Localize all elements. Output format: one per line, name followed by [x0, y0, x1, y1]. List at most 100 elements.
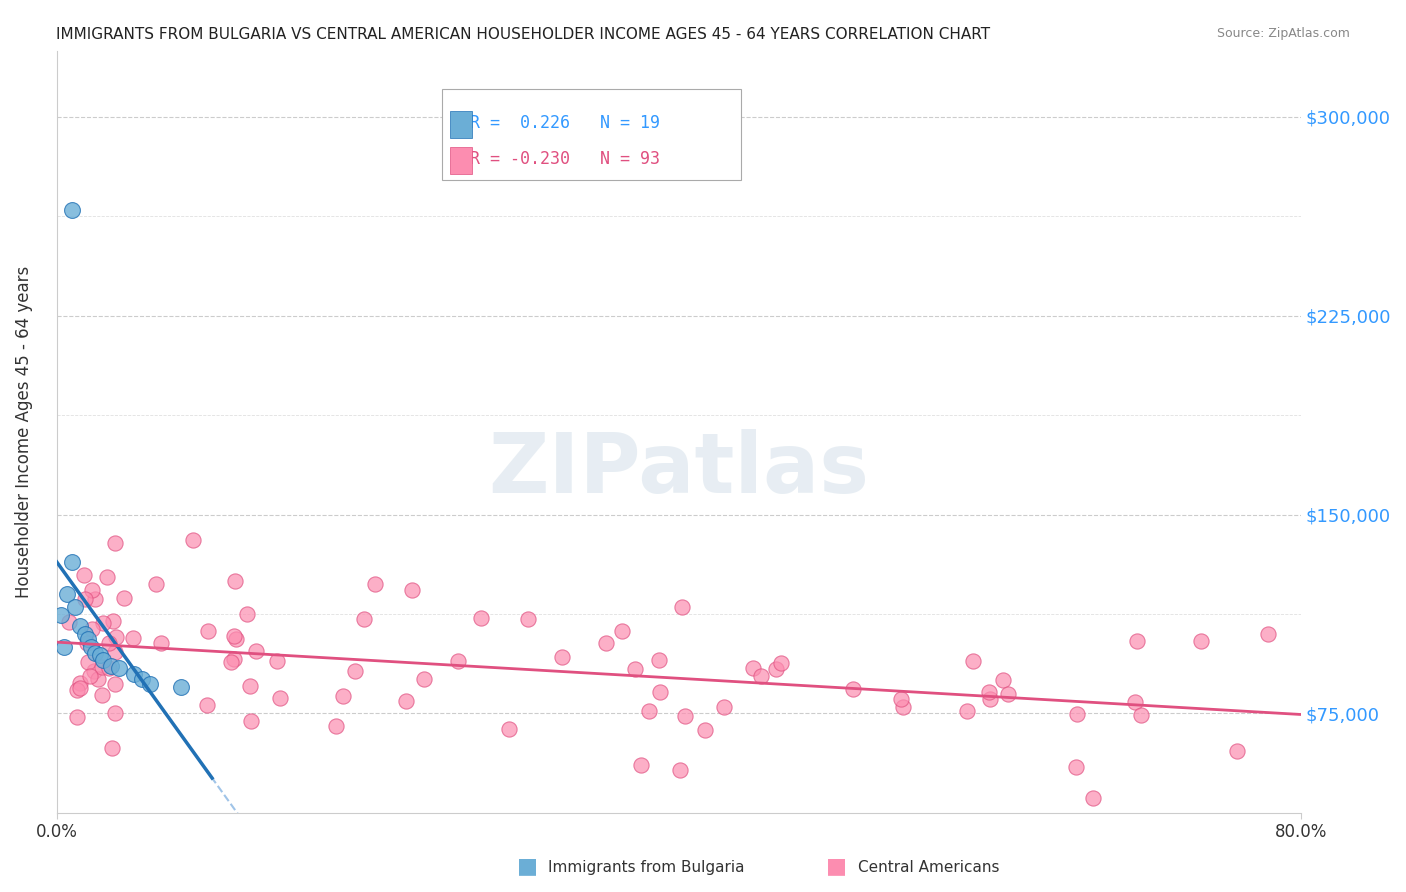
Point	[245, 644, 267, 658]
Point	[630, 757, 652, 772]
Point	[623, 662, 645, 676]
Point	[1130, 708, 1153, 723]
Point	[1226, 744, 1249, 758]
Point	[977, 685, 1000, 699]
Point	[1064, 760, 1087, 774]
Point	[979, 692, 1001, 706]
Point	[104, 645, 127, 659]
Point	[66, 710, 89, 724]
Point	[401, 582, 423, 597]
Point	[648, 653, 671, 667]
Point	[82, 582, 104, 597]
Point	[90, 659, 112, 673]
Text: IMMIGRANTS FROM BULGARIA VS CENTRAL AMERICAN HOUSEHOLDER INCOME AGES 45 - 64 YEA: IMMIGRANTS FROM BULGARIA VS CENTRAL AMER…	[56, 27, 990, 42]
Point	[595, 636, 617, 650]
Bar	[450, 146, 472, 174]
Point	[412, 672, 434, 686]
Point	[693, 723, 716, 737]
Point	[76, 632, 98, 647]
Point	[83, 664, 105, 678]
Point	[266, 654, 288, 668]
Point	[122, 631, 145, 645]
Point	[84, 592, 107, 607]
Point	[181, 533, 204, 548]
Text: ■: ■	[827, 856, 846, 876]
Text: ■: ■	[517, 856, 537, 876]
Point	[343, 664, 366, 678]
Point	[195, 698, 218, 712]
Point	[197, 624, 219, 638]
Point	[890, 692, 912, 706]
Point	[77, 655, 100, 669]
Point	[73, 627, 96, 641]
Point	[1081, 790, 1104, 805]
Point	[225, 632, 247, 647]
Point	[956, 704, 979, 718]
Point	[395, 694, 418, 708]
Point	[91, 615, 114, 630]
Point	[610, 624, 633, 638]
Point	[671, 600, 693, 615]
Point	[79, 669, 101, 683]
Text: R = -0.230   N = 93: R = -0.230 N = 93	[470, 150, 659, 168]
Point	[551, 649, 574, 664]
Point	[364, 576, 387, 591]
Point	[638, 704, 661, 718]
Point	[749, 669, 772, 683]
Point	[269, 690, 291, 705]
Point	[1257, 627, 1279, 641]
Point	[325, 719, 347, 733]
Bar	[450, 111, 472, 138]
Point	[145, 577, 167, 591]
Text: R =  0.226   N = 19: R = 0.226 N = 19	[470, 114, 659, 132]
Point	[353, 612, 375, 626]
Point	[84, 646, 107, 660]
Point	[58, 615, 80, 629]
Point	[97, 636, 120, 650]
Point	[101, 614, 124, 628]
Point	[112, 591, 135, 606]
Point	[104, 706, 127, 721]
Point	[224, 574, 246, 588]
Text: Source: ZipAtlas.com: Source: ZipAtlas.com	[1216, 27, 1350, 40]
Point	[842, 681, 865, 696]
Point	[222, 630, 245, 644]
Point	[60, 555, 83, 569]
Point	[891, 700, 914, 714]
Point	[447, 654, 470, 668]
Point	[139, 677, 162, 691]
Point	[236, 607, 259, 621]
Point	[108, 661, 131, 675]
Point	[76, 636, 98, 650]
Point	[993, 673, 1015, 688]
Point	[53, 640, 76, 655]
Text: ZIPatlas: ZIPatlas	[488, 429, 869, 510]
Point	[470, 610, 492, 624]
Point	[80, 623, 103, 637]
Point	[498, 722, 520, 736]
Point	[104, 536, 127, 550]
Point	[69, 681, 91, 696]
Point	[89, 648, 111, 662]
Point	[240, 714, 263, 728]
Point	[222, 652, 245, 666]
Point	[90, 688, 112, 702]
Point	[769, 657, 792, 671]
Point	[87, 672, 110, 686]
Point	[100, 658, 122, 673]
Point	[1125, 695, 1147, 709]
Point	[1066, 707, 1088, 722]
Point	[51, 608, 73, 623]
Point	[238, 679, 260, 693]
Point	[73, 567, 96, 582]
Point	[80, 640, 103, 655]
Point	[1126, 634, 1149, 648]
Point	[131, 672, 153, 686]
Point	[1189, 633, 1212, 648]
Point	[65, 600, 87, 615]
Point	[713, 700, 735, 714]
Point	[765, 662, 787, 676]
Point	[69, 676, 91, 690]
Point	[675, 708, 697, 723]
Point	[96, 569, 118, 583]
